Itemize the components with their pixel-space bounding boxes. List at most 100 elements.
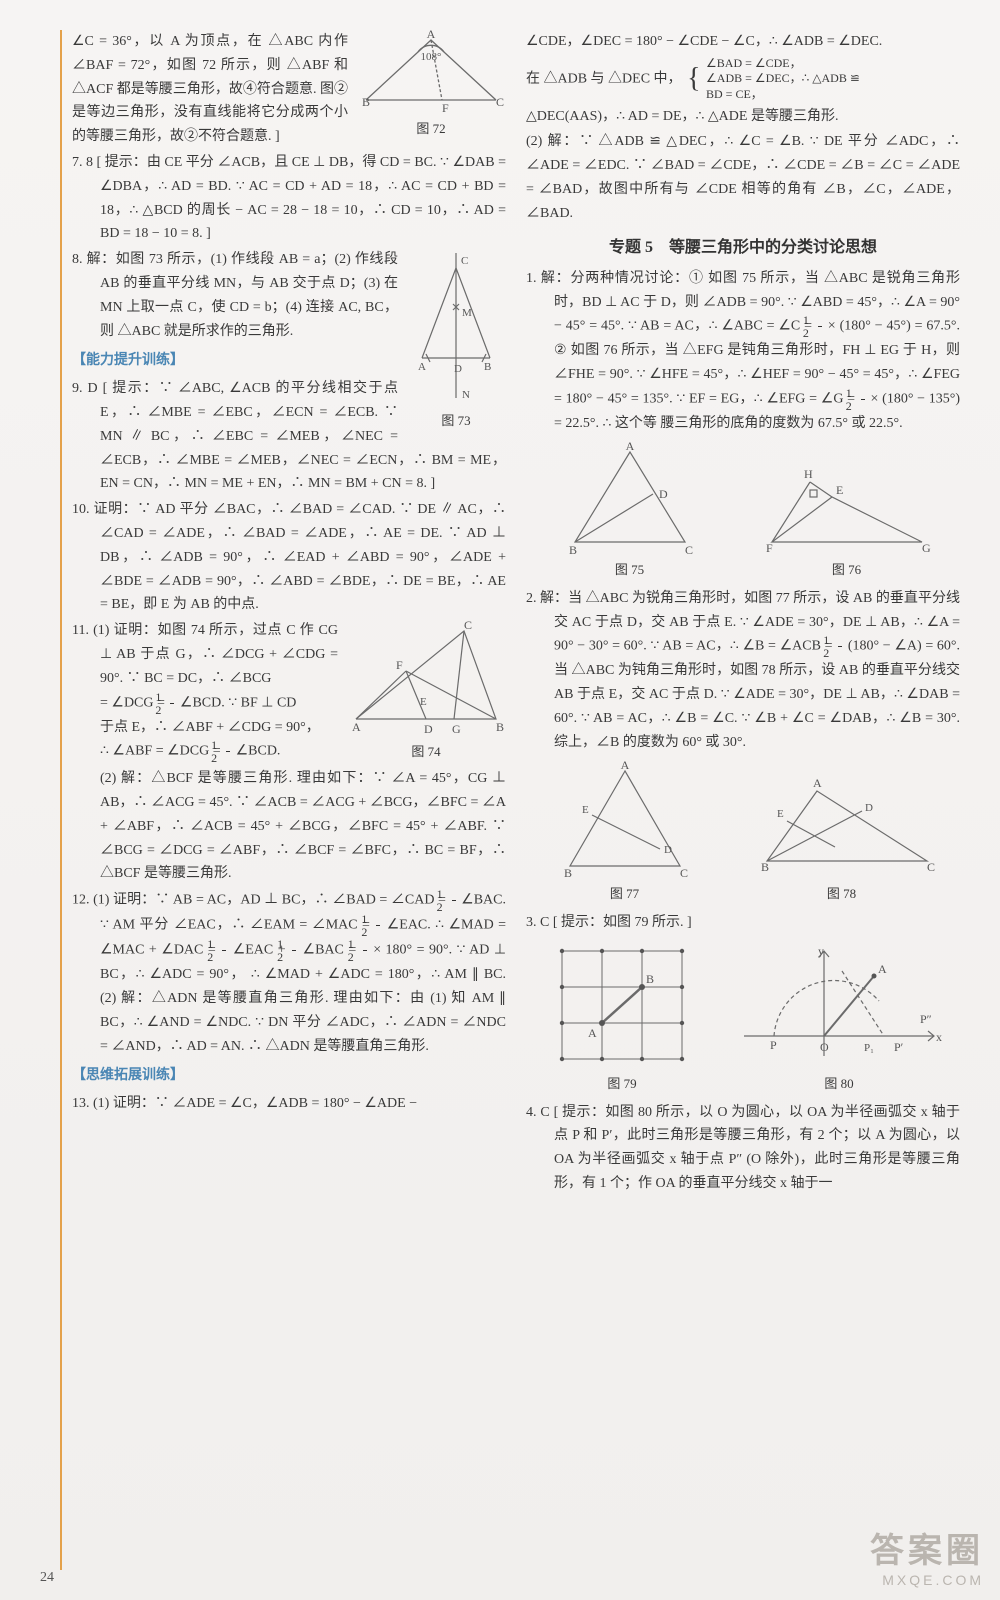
svg-text:F: F (442, 101, 449, 115)
text: BD = CE， (706, 87, 763, 101)
grid-icon: B A (542, 941, 702, 1071)
svg-text:F: F (766, 541, 773, 555)
page-number: 24 (40, 1570, 54, 1586)
svg-text:B: B (496, 720, 504, 734)
fraction: 12 (861, 387, 865, 412)
figure-75: A D B C 图 75 (555, 442, 705, 581)
figure-label: 图 74 (346, 741, 506, 763)
figure-77: A E D B C 图 77 (550, 761, 700, 905)
fraction: 12 (170, 691, 174, 716)
svg-text:A: A (625, 442, 634, 453)
body-text: (2) 解：∵ △ADB ≌ △DEC，∴ ∠C = ∠B. ∵ DE 平分 ∠… (526, 130, 960, 225)
figure-label: 图 79 (542, 1073, 702, 1095)
svg-text:B: B (761, 860, 769, 874)
svg-text:C: C (927, 860, 935, 874)
figure-label: 图 76 (762, 559, 932, 581)
figure-76: H E F G 图 76 (762, 462, 932, 581)
q13: 13. (1) 证明：∵ ∠ADE = ∠C，∠ADB = 180° − ∠AD… (72, 1092, 506, 1116)
figure-row: A D B C 图 75 H (526, 442, 960, 581)
text: 1. 解：分两种情况讨论：① 如图 75 所示，当 △ABC 是锐角三角形时，B… (526, 271, 960, 310)
figure-label: 图 78 (747, 883, 937, 905)
text: × (180° (828, 319, 871, 334)
svg-text:P′: P′ (894, 1040, 904, 1054)
figure-78: A E D B C 图 78 (747, 771, 937, 905)
q7: 7. 8 [ 提示：由 CE 平分 ∠ACB，且 CE ⊥ DB，得 CD = … (72, 151, 506, 246)
svg-text:D: D (664, 844, 672, 856)
q10: 10. 证明：∵ AD 平分 ∠BAC，∴ ∠BAD = ∠CAD. ∵ DE … (72, 498, 506, 617)
fraction: 12 (292, 938, 296, 963)
svg-text:C: C (496, 95, 504, 109)
text: ∠BCD. (236, 744, 281, 759)
svg-text:G: G (452, 722, 461, 736)
fraction: 12 (376, 913, 380, 938)
svg-text:A: A (418, 361, 426, 373)
topic-heading: 专题 5 等腰三角形中的分类讨论思想 (526, 234, 960, 261)
svg-text:C: C (685, 543, 693, 557)
figure-row: A E D B C 图 77 A (526, 761, 960, 905)
brace-content: ∠BAD = ∠CDE， ∠ADB = ∠DEC，∴ △ADB ≌ BD = C… (706, 56, 860, 103)
text: ∴ ∠ABF = ∠DCG = (100, 744, 221, 759)
svg-text:G: G (922, 541, 931, 555)
fraction: 12 (818, 314, 822, 339)
triangle-icon: A E D B C (747, 771, 937, 881)
text: 腰三角形的底角的度数为 67.5° 或 22.5°. (660, 416, 902, 431)
page: A 108° B C F 图 72 ∠C = 36°，以 A 为顶点，在 △AB… (0, 0, 1000, 1600)
figure-label: 图 77 (550, 883, 700, 905)
svg-text:P: P (770, 1038, 777, 1052)
triangle-icon: A D B C (555, 442, 705, 557)
body-text: ∠CDE，∠DEC = 180° − ∠CDE − ∠C，∴ ∠ADB = ∠D… (526, 30, 960, 54)
svg-text:C: C (680, 866, 688, 880)
svg-text:B: B (484, 361, 491, 373)
svg-text:108°: 108° (421, 51, 442, 63)
fraction: 12 (452, 888, 456, 913)
svg-text:O: O (820, 1040, 829, 1054)
text: EG，∴ ∠EFG = ∠G = (721, 392, 855, 407)
svg-text:N: N (462, 389, 470, 401)
figure-label: 图 80 (734, 1073, 944, 1095)
text: 11. (1) 证明：如图 74 所示，过点 C 作 CG ⊥ AB 于点 G，… (72, 623, 338, 686)
svg-text:B: B (569, 543, 577, 557)
axes-icon: A y x P O P₁ P′ P″ (734, 941, 944, 1071)
svg-text:A: A (620, 761, 629, 772)
svg-text:C: C (464, 619, 472, 632)
svg-text:D: D (454, 363, 462, 375)
figure-79: B A 图 79 (542, 941, 702, 1095)
left-column: A 108° B C F 图 72 ∠C = 36°，以 A 为顶点，在 △AB… (60, 30, 506, 1570)
svg-text:B: B (564, 866, 572, 880)
text: 12. (1) 证明：∵ AB = AC，AD ⊥ BC，∴ ∠BAD = ∠C… (72, 893, 446, 908)
triangle-icon: C F E A D G B (346, 619, 506, 739)
svg-text:A: A (352, 720, 361, 734)
two-column-layout: A 108° B C F 图 72 ∠C = 36°，以 A 为顶点，在 △AB… (60, 30, 960, 1570)
triangle-icon: H E F G (762, 462, 932, 557)
fraction: 12 (226, 739, 230, 764)
text: 于点 E，∴ ∠ABF + ∠CDG = 90°， (100, 720, 320, 735)
fraction: 12 (222, 938, 226, 963)
construction-icon: C M A D B N (406, 248, 506, 408)
q1: 1. 解：分两种情况讨论：① 如图 75 所示，当 △ABC 是锐角三角形时，B… (526, 267, 960, 436)
svg-text:D: D (865, 802, 873, 814)
triangle-icon: A 108° B C F (356, 30, 506, 116)
q12: 12. (1) 证明：∵ AB = AC，AD ⊥ BC，∴ ∠BAD = ∠C… (72, 888, 506, 1058)
svg-text:A: A (427, 30, 436, 41)
svg-text:H: H (804, 467, 813, 481)
brace-icon: { (687, 68, 700, 90)
svg-text:E: E (420, 696, 427, 708)
svg-text:E: E (777, 808, 784, 820)
svg-text:P″: P″ (920, 1012, 932, 1026)
figure-label: 图 72 (356, 118, 506, 140)
svg-text:C: C (461, 255, 468, 267)
body-text: 在 △ADB 与 △DEC 中， { ∠BAD = ∠CDE， ∠ADB = ∠… (526, 56, 960, 103)
svg-text:B: B (362, 95, 370, 109)
svg-text:A: A (813, 776, 822, 790)
figure-73: C M A D B N 图 73 (406, 248, 506, 432)
svg-text:D: D (659, 487, 668, 501)
body-text: △DEC(AAS)，∴ AD = DE，∴ △ADE 是等腰三角形. (526, 105, 960, 129)
figure-label: 图 73 (406, 410, 506, 432)
svg-text:y: y (818, 944, 824, 958)
text: ∠BCD. ∵ BF ⊥ CD (180, 695, 297, 710)
svg-text:E: E (836, 483, 843, 497)
watermark-url: MXQE.COM (870, 1572, 984, 1588)
svg-text:E: E (582, 804, 589, 816)
figure-label: 图 75 (555, 559, 705, 581)
svg-text:A: A (878, 962, 887, 976)
